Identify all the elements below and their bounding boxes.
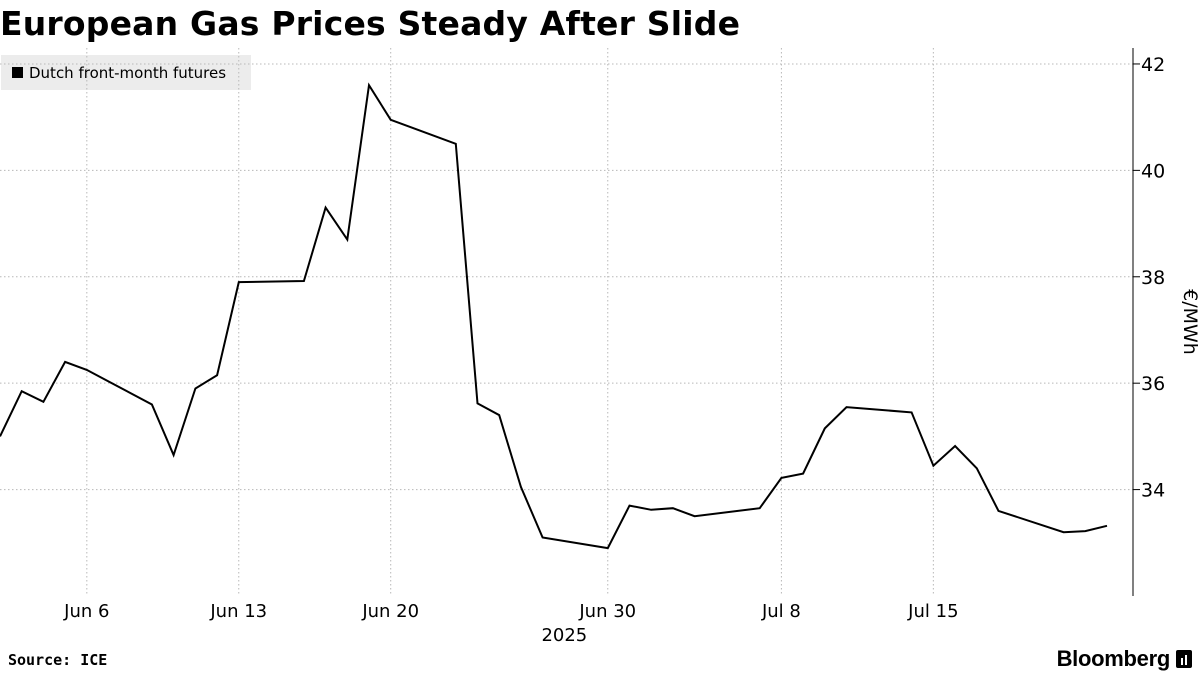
- x-tick-label: Jun 13: [209, 601, 267, 622]
- y-tick-label: 42: [1141, 54, 1165, 76]
- data-points: [0, 85, 1108, 549]
- y-tick-label: 36: [1141, 373, 1165, 395]
- series-line: [0, 82, 1108, 550]
- x-tick-label: Jul 15: [907, 601, 958, 622]
- y-tick-label: 40: [1141, 160, 1165, 182]
- x-tick-label: Jun 30: [578, 601, 636, 622]
- y-axis-label: €/MWh: [1179, 289, 1200, 355]
- legend: Dutch front-month futures: [1, 55, 251, 90]
- source-note: Source: ICE: [8, 651, 108, 669]
- legend-entry: Dutch front-month futures: [29, 63, 227, 82]
- x-tick-label: Jul 8: [761, 601, 801, 622]
- brand-logo: Bloomberg: [1057, 646, 1192, 672]
- legend-swatch-icon: [12, 67, 23, 78]
- x-axis-year-label: 2025: [541, 625, 587, 646]
- chart-title: European Gas Prices Steady After Slide: [0, 4, 741, 43]
- y-axis-ticks: 34 36 38 40 42: [1133, 54, 1165, 502]
- x-tick-label: Jun 20: [361, 601, 419, 622]
- brand-wordmark: Bloomberg: [1056, 646, 1171, 671]
- y-tick-label: 38: [1141, 267, 1165, 289]
- bloomberg-terminal-icon: [1176, 650, 1192, 668]
- x-axis-ticks: Jun 6 Jun 13 Jun 20 Jun 30 Jul 8 Jul 15: [63, 601, 958, 622]
- gridlines: [0, 48, 1133, 596]
- x-tick-label: Jun 6: [63, 601, 109, 622]
- y-tick-label: 34: [1141, 480, 1165, 502]
